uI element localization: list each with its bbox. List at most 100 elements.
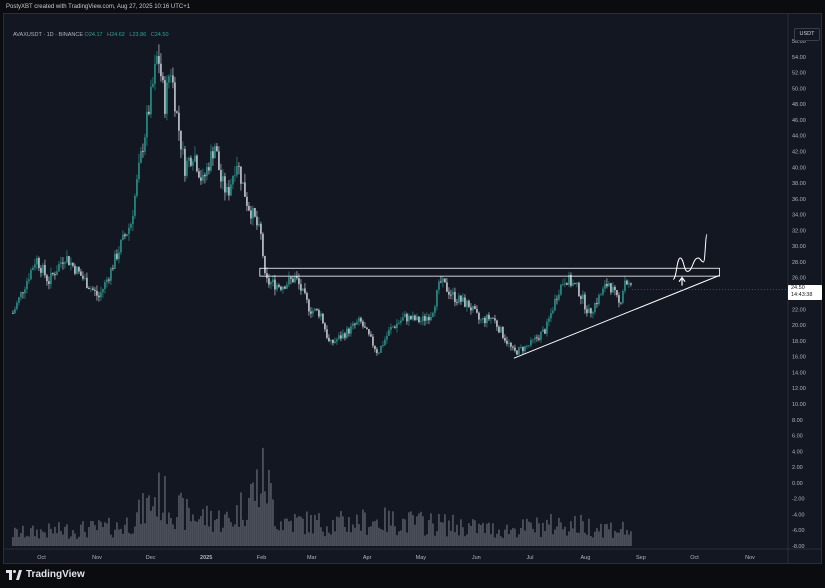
candle-body [278, 284, 280, 287]
volume-bar [80, 524, 82, 546]
volume-bar [144, 523, 146, 546]
candle-body [152, 83, 154, 87]
candle-body [612, 286, 614, 293]
volume-bar [468, 523, 470, 546]
candle-body [180, 130, 182, 150]
candle-body [70, 262, 72, 266]
candle-body [412, 315, 414, 320]
volume-bar [508, 534, 510, 546]
candle-body [610, 283, 612, 293]
low-value: 23.86 [132, 32, 147, 38]
chart-pane[interactable]: 56.00 54.00 52.00 50.00 48.00 46.00 44.00 42.00… [3, 13, 822, 564]
candle-body [24, 289, 26, 294]
time-tick-label: May [416, 555, 427, 561]
volume-bar [170, 517, 172, 546]
volume-bar [214, 520, 216, 546]
candle-body [414, 315, 416, 321]
volume-bar [116, 522, 118, 546]
candle-body [384, 339, 386, 346]
candle-body [490, 317, 492, 320]
candle-body [450, 294, 452, 296]
volume-bar [140, 524, 142, 546]
candle-body [388, 329, 390, 336]
candle-body [432, 312, 434, 317]
volume-bar [90, 520, 92, 546]
candle-body [478, 312, 480, 320]
candle-body [422, 316, 424, 322]
volume-bar [398, 531, 400, 546]
candle-body [522, 347, 524, 352]
candle-body [568, 274, 570, 285]
candle-body [54, 274, 56, 276]
price-chart[interactable]: 56.00 54.00 52.00 50.00 48.00 46.00 44.00 42.00… [4, 14, 821, 563]
volume-bar [156, 516, 158, 546]
volume-bar [354, 527, 356, 546]
candle-body [172, 75, 174, 83]
volume-bar [542, 522, 544, 546]
volume-bar [68, 538, 70, 546]
candle-body [452, 291, 454, 295]
candle-body [394, 326, 396, 328]
candle-body [192, 161, 194, 166]
candle-body [630, 283, 632, 285]
candle-body [292, 278, 294, 283]
candle-body [460, 295, 462, 302]
volume-bar [104, 522, 106, 546]
price-tick-label: 36.00 [792, 197, 806, 203]
volume-bar [608, 529, 610, 546]
price-tick-label: 54.00 [792, 55, 806, 61]
volume-bar [612, 537, 614, 546]
volume-bar [558, 517, 560, 546]
candle-body [406, 313, 408, 322]
volume-bar [332, 520, 334, 546]
candle-body [108, 279, 110, 281]
volume-bar [64, 526, 66, 546]
candle-body [276, 284, 278, 290]
price-tick-label: -8.00 [792, 544, 805, 550]
close-value: 24.50 [154, 32, 169, 38]
candle-body [566, 283, 568, 285]
candle-body [570, 274, 572, 286]
candle-body [362, 321, 364, 327]
volume-bar [584, 532, 586, 546]
volume-bar [162, 512, 164, 546]
volume-bar [94, 525, 96, 546]
currency-selector[interactable]: USDT [794, 28, 820, 41]
candle-body [314, 308, 316, 311]
candle-body [476, 308, 478, 313]
volume-bar [168, 512, 170, 546]
volume-bar [294, 513, 296, 546]
volume-bar [282, 530, 284, 546]
candle-body [514, 347, 516, 351]
tradingview-logo[interactable]: TradingView [6, 569, 85, 580]
candle-body [592, 311, 594, 314]
volume-bar [78, 536, 80, 546]
candle-body [194, 155, 196, 162]
candle-body [244, 182, 246, 197]
volume-bar [358, 524, 360, 546]
breakout-projection-path [672, 233, 708, 280]
candle-body [538, 338, 540, 340]
candle-body [596, 302, 598, 305]
candle-body [28, 279, 30, 281]
volume-bar [184, 529, 186, 546]
volume-bar [532, 528, 534, 546]
candle-body [236, 165, 238, 176]
volume-bar [160, 520, 162, 546]
volume-bar [366, 534, 368, 546]
candle-body [80, 271, 82, 276]
volume-bar [320, 527, 322, 546]
candle-body [558, 294, 560, 300]
volume-bar [110, 534, 112, 546]
candle-body [88, 287, 90, 290]
volume-bar [462, 527, 464, 546]
candle-body [96, 290, 98, 296]
candle-body [110, 268, 112, 281]
volume-bar [276, 529, 278, 546]
candle-body [628, 283, 630, 285]
volume-bar [496, 533, 498, 546]
volume-bar [202, 509, 204, 546]
candle-body [68, 256, 70, 266]
candle-body [34, 264, 36, 268]
price-tick-label: -6.00 [792, 528, 805, 534]
